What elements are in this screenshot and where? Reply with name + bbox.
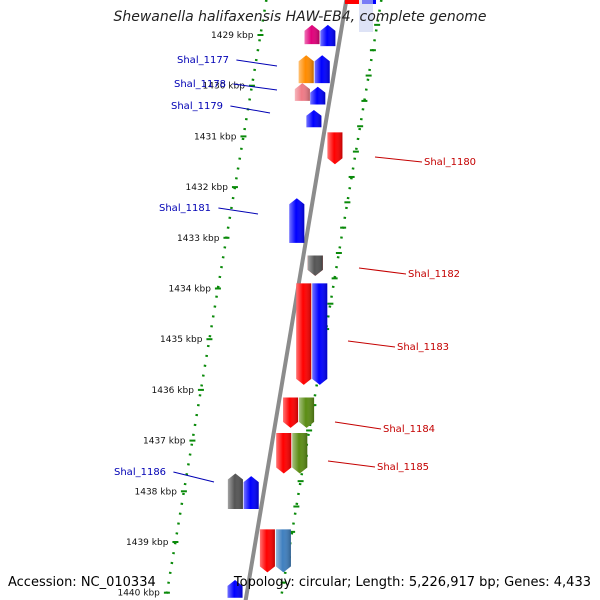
gene-feature-shading (259, 529, 275, 573)
gene-feature-shading (298, 55, 314, 84)
gene-feature-shading (310, 86, 326, 105)
gene-feature-shading (275, 529, 291, 573)
scale-tick-label: 1434 kbp (169, 285, 212, 295)
top-edge-feature (345, 0, 359, 4)
gene-feature-shading (312, 283, 328, 385)
gene-feature-shading (227, 473, 243, 510)
gene-feature-shading (327, 132, 343, 165)
gene-feature (307, 255, 323, 276)
forward-gene-label: Shal_1178 (174, 79, 226, 90)
scale-tick-label: 1438 kbp (135, 487, 178, 497)
gene-feature-shading (227, 580, 243, 598)
genome-backbone-line (243, 0, 349, 600)
gene-feature-shading (304, 24, 320, 45)
reverse-gene-label: Shal_1183 (397, 342, 449, 353)
gene-feature-shading (292, 432, 308, 474)
forward-label-leader (218, 207, 259, 215)
gene-feature (292, 432, 308, 474)
reverse-gene-label: Shal_1185 (377, 462, 429, 473)
scale-tick-label: 1429 kbp (211, 31, 254, 41)
gene-feature-shading (296, 283, 312, 385)
forward-gene-label: Shal_1181 (159, 203, 211, 214)
gene-feature (289, 198, 305, 243)
reverse-label-leader (347, 340, 396, 348)
gene-feature-shading (320, 24, 336, 47)
gene-feature (310, 86, 326, 105)
top-edge-faint-feature (359, 0, 373, 32)
gene-feature (294, 83, 310, 101)
scale-tick-label: 1439 kbp (126, 538, 169, 548)
reverse-label-leader (374, 156, 423, 163)
gene-feature-shading (299, 397, 315, 428)
gene-feature-shading (276, 432, 292, 474)
gene-feature-shading (306, 110, 322, 128)
gene-feature (327, 132, 343, 165)
scale-tick-label: 1437 kbp (143, 437, 186, 447)
gene-feature (243, 476, 259, 510)
gene-feature (298, 55, 314, 84)
scale-tick-label: 1435 kbp (160, 335, 203, 345)
gene-feature-shading (283, 397, 299, 428)
gene-feature-shading (294, 83, 310, 101)
forward-label-leader (173, 471, 215, 483)
scale-tick-label: 1432 kbp (186, 183, 229, 193)
forward-label-leader (233, 83, 278, 91)
gene-feature (283, 397, 299, 428)
gene-feature (227, 473, 243, 510)
scale-tick-label: 1436 kbp (152, 386, 195, 396)
gene-feature (227, 580, 243, 598)
gene-feature-shading (289, 198, 305, 243)
reverse-label-leader (327, 460, 376, 468)
forward-label-leader (230, 105, 271, 114)
reverse-label-leader (358, 267, 407, 275)
gene-feature (276, 432, 292, 474)
gene-feature (259, 529, 275, 573)
scale-tick-label: 1440 kbp (117, 589, 160, 599)
forward-gene-label: Shal_1179 (171, 101, 223, 112)
forward-gene-label: Shal_1186 (114, 467, 166, 478)
gene-feature (312, 283, 328, 385)
gene-feature-shading (243, 476, 259, 510)
gene-feature (275, 529, 291, 573)
forward-label-leader (236, 59, 278, 67)
topology-summary: Topology: circular; Length: 5,226,917 bp… (233, 575, 591, 590)
scale-tick-label: 1430 kbp (203, 82, 246, 92)
accession-text: Accession: NC_010334 (8, 575, 156, 590)
reverse-gene-label: Shal_1184 (383, 424, 435, 435)
gene-feature (314, 55, 330, 84)
gene-feature (320, 24, 336, 47)
gene-feature (304, 24, 320, 45)
map-title: Shewanella halifaxensis HAW-EB4, complet… (113, 9, 487, 25)
forward-gene-label: Shal_1177 (177, 55, 229, 66)
reverse-gene-label: Shal_1180 (424, 157, 476, 168)
gene-feature (299, 397, 315, 428)
gene-feature (306, 110, 322, 128)
gene-feature (296, 283, 312, 385)
reverse-gene-label: Shal_1182 (408, 269, 460, 280)
scale-tick-label: 1431 kbp (194, 132, 237, 142)
gene-feature-shading (307, 255, 323, 276)
gene-feature-shading (314, 55, 330, 84)
scale-tick-label: 1433 kbp (177, 234, 220, 244)
reverse-label-leader (334, 421, 382, 430)
